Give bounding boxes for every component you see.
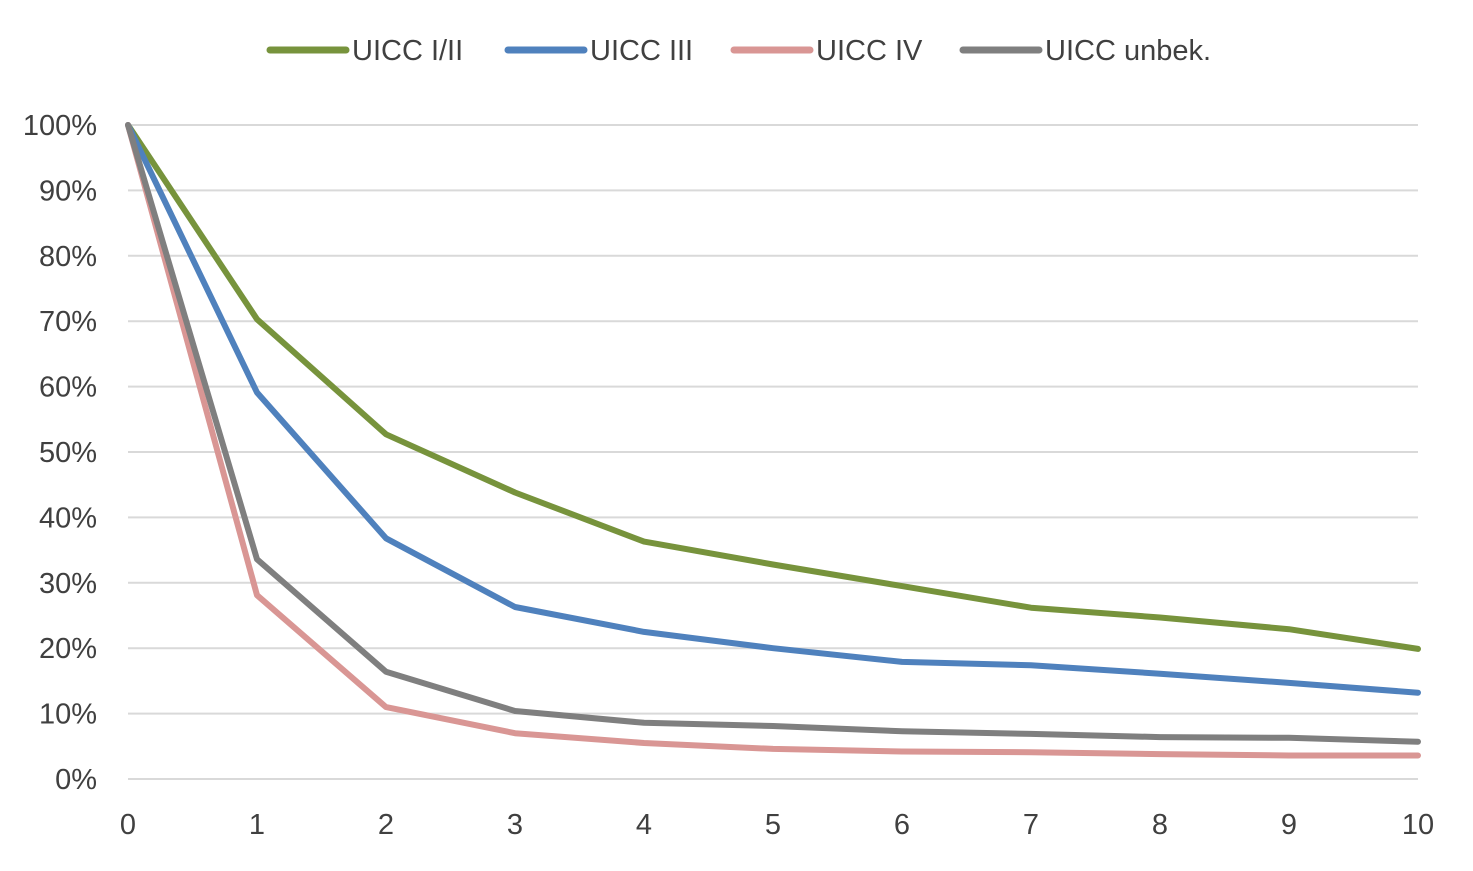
series-line-2 [125, 122, 1421, 759]
x-tick-label: 9 [1281, 809, 1297, 841]
y-tick-label: 0% [55, 764, 97, 796]
legend-label: UICC I/II [352, 35, 463, 67]
y-tick-label: 70% [39, 306, 97, 338]
y-tick-label: 60% [39, 372, 97, 404]
x-tick-label: 3 [507, 809, 523, 841]
x-tick-label: 8 [1152, 809, 1168, 841]
y-tick-label: 30% [39, 568, 97, 600]
x-tick-label: 6 [894, 809, 910, 841]
series-line-1 [125, 122, 1421, 696]
y-tick-label: 80% [39, 241, 97, 273]
y-tick-label: 90% [39, 175, 97, 207]
x-tick-label: 10 [1402, 809, 1434, 841]
legend-label: UICC III [590, 35, 693, 67]
y-tick-label: 10% [39, 699, 97, 731]
legend: UICC I/II UICC III UICC IV UICC unbek. [266, 35, 1211, 67]
legend-label: UICC unbek. [1045, 35, 1211, 67]
x-tick-label: 5 [765, 809, 781, 841]
y-tick-label: 100% [23, 110, 97, 142]
y-tick-label: 50% [39, 437, 97, 469]
y-tick-label: 20% [39, 633, 97, 665]
gridlines [128, 124, 1418, 780]
series-line-3 [125, 122, 1421, 745]
x-axis: 0 1 2 3 4 5 6 7 8 9 10 [120, 809, 1434, 841]
y-tick-label: 40% [39, 502, 97, 534]
x-tick-label: 7 [1023, 809, 1039, 841]
y-axis: 0% 10% 20% 30% 40% 50% 60% 70% 80% 90% 100% [23, 110, 97, 796]
legend-label: UICC IV [816, 35, 923, 67]
x-tick-label: 0 [120, 809, 136, 841]
series-group [125, 122, 1421, 759]
x-tick-label: 4 [636, 809, 652, 841]
series-line-0 [125, 122, 1421, 652]
x-tick-label: 2 [378, 809, 394, 841]
x-tick-label: 1 [249, 809, 265, 841]
